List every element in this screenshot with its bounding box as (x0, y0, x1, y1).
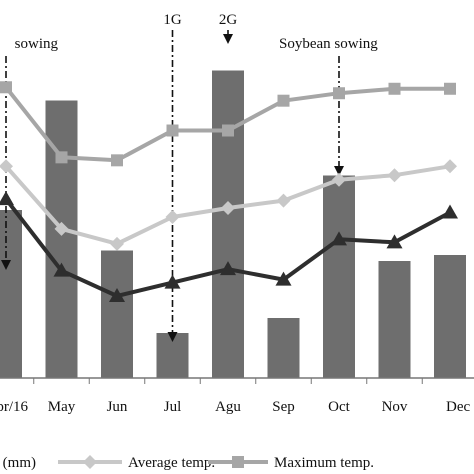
series-2-point-Oct (333, 87, 345, 100)
series-3-point-Apr/16 (0, 191, 14, 206)
series-2-point-Sep (277, 94, 290, 107)
bar-Apr/16 (0, 210, 22, 378)
x-tick-label-Jun: Jun (107, 399, 128, 415)
series-2-point-Nov (388, 82, 401, 95)
tick-labels-layer: Apr/16 May Jun Jul Agu Sep Oct Nov Dec (0, 399, 470, 415)
series-1-point-Jun (110, 236, 124, 251)
legend-label-mm: (mm) (3, 455, 36, 471)
x-axis (0, 377, 474, 384)
x-tick-label-Agu: Agu (215, 399, 241, 415)
series-2-point-Jul (166, 124, 179, 137)
annotation-arrowhead (334, 166, 344, 176)
bars-layer (0, 70, 466, 378)
annotation-label: sowing (15, 36, 59, 52)
legend-label-maximum: Maximum temp. (274, 455, 374, 471)
series-1-point-May (54, 221, 69, 236)
series-1-point-Apr/16 (0, 159, 13, 174)
annotation-arrowhead (167, 332, 178, 342)
annotation-label: Soybean sowing (279, 36, 378, 52)
series-3-point-Nov (386, 234, 403, 249)
series-1-point-Sep (276, 193, 291, 208)
bar-Sep (267, 318, 300, 378)
series-1-point-Agu (221, 201, 235, 216)
series-3-point-Sep (275, 271, 292, 286)
x-tick-label-May: May (48, 399, 76, 415)
series-2-point-Dec (444, 82, 456, 95)
series-2-point-May (55, 151, 68, 164)
x-tick-label-Dec: Dec (446, 399, 470, 415)
series-1-point-Oct (332, 172, 346, 187)
legend-marker-maximum (232, 456, 244, 468)
annotation-label: 1G (163, 12, 182, 28)
series-2-point-Agu (222, 124, 234, 137)
bar-Dec (434, 255, 466, 378)
legend-label-average: Average temp. (128, 455, 215, 471)
series-3-point-Agu (220, 261, 236, 276)
series-1-point-Nov (387, 168, 402, 183)
x-tick-label-Nov: Nov (382, 399, 408, 415)
annotation-arrowhead (223, 34, 233, 44)
annotation-label: 2G (219, 12, 238, 28)
series-3-point-May (53, 262, 70, 277)
x-tick-label-Jul: Jul (164, 399, 182, 415)
series-2-point-Apr/16 (0, 81, 12, 94)
bar-Jun (101, 250, 133, 378)
series-1-point-Dec (443, 159, 457, 174)
x-tick-label-Oct: Oct (328, 399, 350, 415)
annotation-arrowhead (1, 260, 11, 270)
x-tick-label-Sep: Sep (272, 399, 295, 415)
lines-layer (0, 81, 458, 302)
series-3-point-Jun (109, 288, 125, 302)
bar-Oct (323, 175, 355, 378)
x-tick-label-Apr/16: Apr/16 (0, 399, 28, 415)
series-3-point-Jul (164, 274, 181, 289)
legend-marker-average (83, 455, 97, 469)
annotations-layer: sowing 1G 2G Soybean sowing (1, 12, 378, 342)
bar-Agu (212, 70, 244, 378)
legend: (mm) Average temp. Maximum temp. (3, 455, 374, 471)
series-3-point-Oct (331, 231, 347, 246)
series-2-point-Jun (111, 154, 123, 167)
series-1-point-Jul (165, 209, 180, 224)
bar-Nov (378, 261, 411, 378)
series-3-point-Dec (442, 204, 458, 219)
